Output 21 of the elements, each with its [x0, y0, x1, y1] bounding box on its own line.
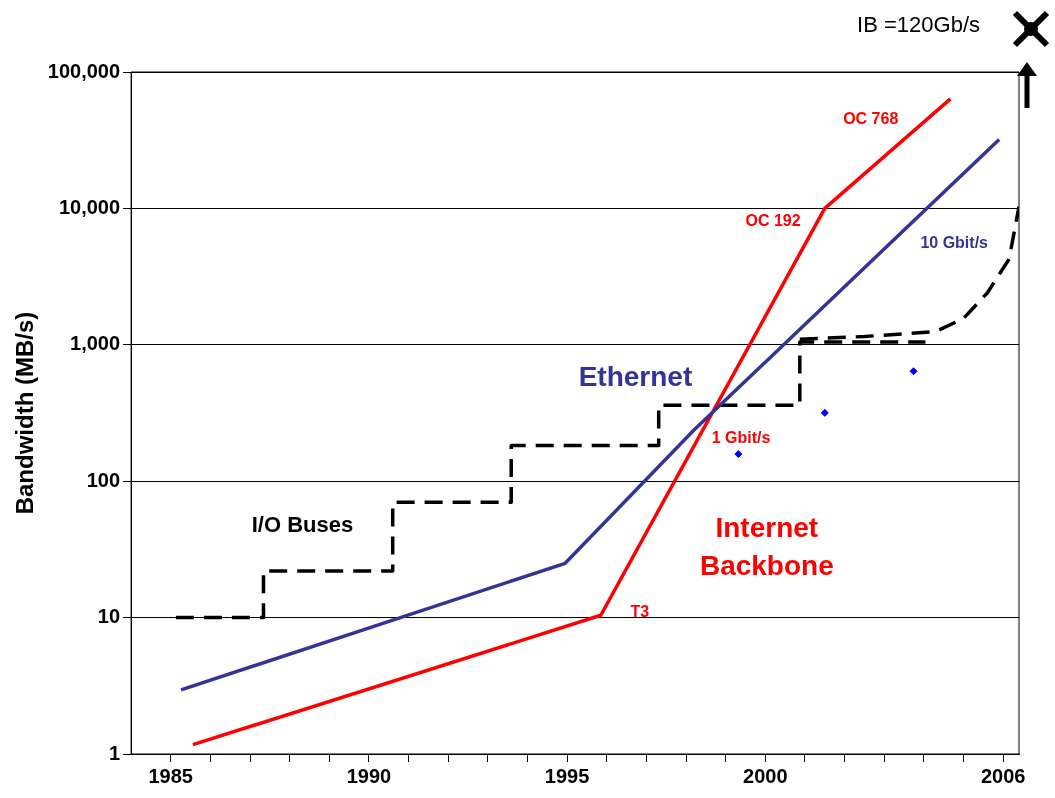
- x-tick-label: 1995: [544, 764, 590, 787]
- series-label: Ethernet: [578, 360, 693, 392]
- y-tick-label: 10: [97, 605, 121, 628]
- x-tick-label: 1990: [346, 764, 392, 787]
- x-tick-label: 1985: [148, 764, 193, 787]
- text: IB =120Gb/s: [857, 12, 980, 38]
- x-tick-label: 2000: [743, 764, 788, 787]
- y-tick-label: 100: [86, 468, 121, 491]
- y-tick-label: 100,000: [47, 59, 121, 82]
- annotation: 10 Gbit/s: [920, 234, 989, 252]
- y-tick-label: 1,000: [70, 332, 121, 355]
- y-tick-label: 1: [108, 741, 121, 764]
- y-axis-title: Bandwidth (MB/s): [11, 311, 39, 515]
- annotation: OC 192: [745, 211, 801, 229]
- annotation: OC 768: [843, 110, 899, 128]
- x-tick-label: 2006: [980, 764, 1026, 787]
- y-tick-label: 10,000: [58, 195, 121, 218]
- annotation: 1 Gbit/s: [711, 428, 771, 446]
- annotation: T3: [630, 602, 650, 620]
- series-label: I/O Buses: [251, 512, 354, 538]
- series-label: Internet Backbone: [699, 511, 834, 581]
